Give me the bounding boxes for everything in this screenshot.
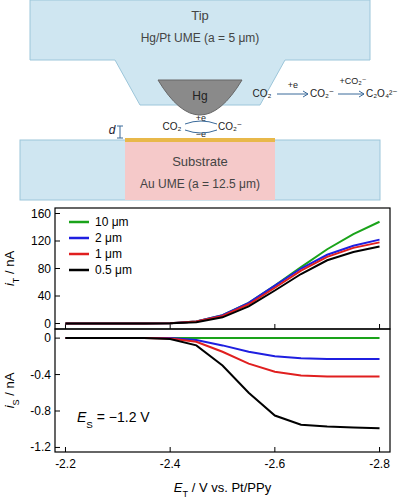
tip-label: Hg/Pt UME (a = 5 μm) bbox=[141, 31, 260, 45]
legend-label: 2 μm bbox=[95, 231, 122, 245]
legend-label: 1 μm bbox=[95, 247, 122, 261]
x-tick bbox=[274, 324, 275, 329]
series-line bbox=[65, 247, 379, 324]
series-line bbox=[65, 222, 379, 324]
y-tick-label: -0.8 bbox=[30, 404, 51, 418]
y-axis-label: iS / nA bbox=[2, 372, 21, 408]
x-tick bbox=[379, 324, 380, 329]
hg-drop bbox=[158, 80, 242, 115]
legend-key bbox=[69, 237, 89, 240]
rest: / V vs. Pt/PPy bbox=[188, 480, 272, 495]
panel: -2.2 -2.4 -2.6 -2.8 -1.2 -0.8 -0.4 0 iS / nA ET /… bbox=[2, 329, 390, 499]
y-tick bbox=[55, 374, 60, 375]
x-axis-label: ET / V vs. Pt/PPy bbox=[174, 480, 272, 499]
series-line bbox=[65, 242, 379, 323]
au-electrode bbox=[125, 141, 275, 200]
rest: = −1.2 V bbox=[93, 409, 150, 425]
y-tick-label: 40 bbox=[38, 289, 52, 303]
figure: Tip Hg/Pt UME (a = 5 μm) Hg d CO₂ CO₂⁻ +e −e CO₂… bbox=[0, 0, 399, 500]
legend-key bbox=[69, 269, 89, 272]
series-line bbox=[65, 338, 379, 376]
legend-key bbox=[69, 221, 89, 224]
step2: +CO₂⁻ bbox=[340, 76, 367, 86]
gap-label: d bbox=[109, 123, 116, 137]
tip-glass bbox=[30, 0, 370, 105]
y-tick-label: 0 bbox=[44, 331, 51, 345]
x-tick-label: -2.6 bbox=[265, 457, 286, 471]
symbol: E bbox=[174, 480, 183, 495]
drop-label: Hg bbox=[192, 89, 207, 103]
y-tick-label: -0.4 bbox=[30, 368, 51, 382]
product: C₂O₄²⁻ bbox=[366, 88, 398, 99]
series-line bbox=[65, 338, 379, 428]
y-tick bbox=[55, 268, 60, 269]
legend-key bbox=[69, 253, 89, 256]
panel: 0 40 80 120 160 iT / nA 10 μm 2 μm 1 μm 0.5 μm bbox=[2, 207, 390, 331]
y-tick-label: 80 bbox=[38, 262, 52, 276]
y-tick bbox=[55, 213, 60, 214]
rest: / nA bbox=[2, 372, 17, 399]
annotation: ES = −1.2 V bbox=[77, 409, 150, 430]
plot-area bbox=[65, 338, 379, 428]
substrate-label: Au UME (a = 12.5 μm) bbox=[140, 177, 260, 191]
substrate-title: Substrate bbox=[172, 154, 228, 169]
x-tick-label: -2.2 bbox=[55, 457, 76, 471]
x-tick bbox=[170, 324, 171, 329]
x-tick bbox=[274, 447, 275, 452]
intermediate: CO₂⁻ bbox=[310, 88, 334, 99]
frame bbox=[55, 329, 390, 452]
x-tick bbox=[170, 447, 171, 452]
legend-label: 0.5 μm bbox=[95, 263, 132, 277]
y-tick bbox=[55, 447, 60, 448]
plot-area bbox=[65, 222, 379, 324]
x-tick bbox=[65, 324, 66, 329]
series-line bbox=[65, 338, 379, 359]
y-tick-label: 120 bbox=[31, 234, 51, 248]
reactant: CO₂ bbox=[253, 88, 272, 99]
y-tick bbox=[55, 323, 60, 324]
step1: +e bbox=[288, 80, 298, 90]
y-tick bbox=[55, 411, 60, 412]
rest: / nA bbox=[2, 251, 17, 278]
series-line bbox=[65, 240, 379, 324]
gap-arrow bbox=[117, 126, 123, 138]
cycle-left: CO₂ bbox=[163, 121, 182, 132]
cycle-arrows bbox=[185, 121, 217, 133]
y-tick bbox=[55, 241, 60, 242]
schematic: Tip Hg/Pt UME (a = 5 μm) Hg d CO₂ CO₂⁻ +e −e CO₂… bbox=[20, 0, 398, 200]
y-tick-label: 160 bbox=[31, 207, 51, 221]
x-tick bbox=[65, 447, 66, 452]
y-tick bbox=[55, 338, 60, 339]
y-tick-label: -1.2 bbox=[30, 440, 51, 454]
frame bbox=[55, 208, 390, 329]
cycle-back: −e bbox=[196, 129, 206, 139]
x-tick-label: -2.4 bbox=[160, 457, 181, 471]
arrow2 bbox=[338, 91, 364, 97]
arrow1 bbox=[277, 91, 308, 97]
substrate-glass bbox=[20, 140, 380, 200]
legend-label: 10 μm bbox=[95, 215, 129, 229]
tip-title: Tip bbox=[191, 8, 209, 23]
y-axis-label: iT / nA bbox=[2, 251, 21, 287]
y-tick bbox=[55, 296, 60, 297]
cycle-right: CO₂⁻ bbox=[218, 121, 242, 132]
x-tick-label: -2.8 bbox=[369, 457, 390, 471]
x-tick bbox=[379, 447, 380, 452]
y-tick-label: 0 bbox=[44, 317, 51, 331]
